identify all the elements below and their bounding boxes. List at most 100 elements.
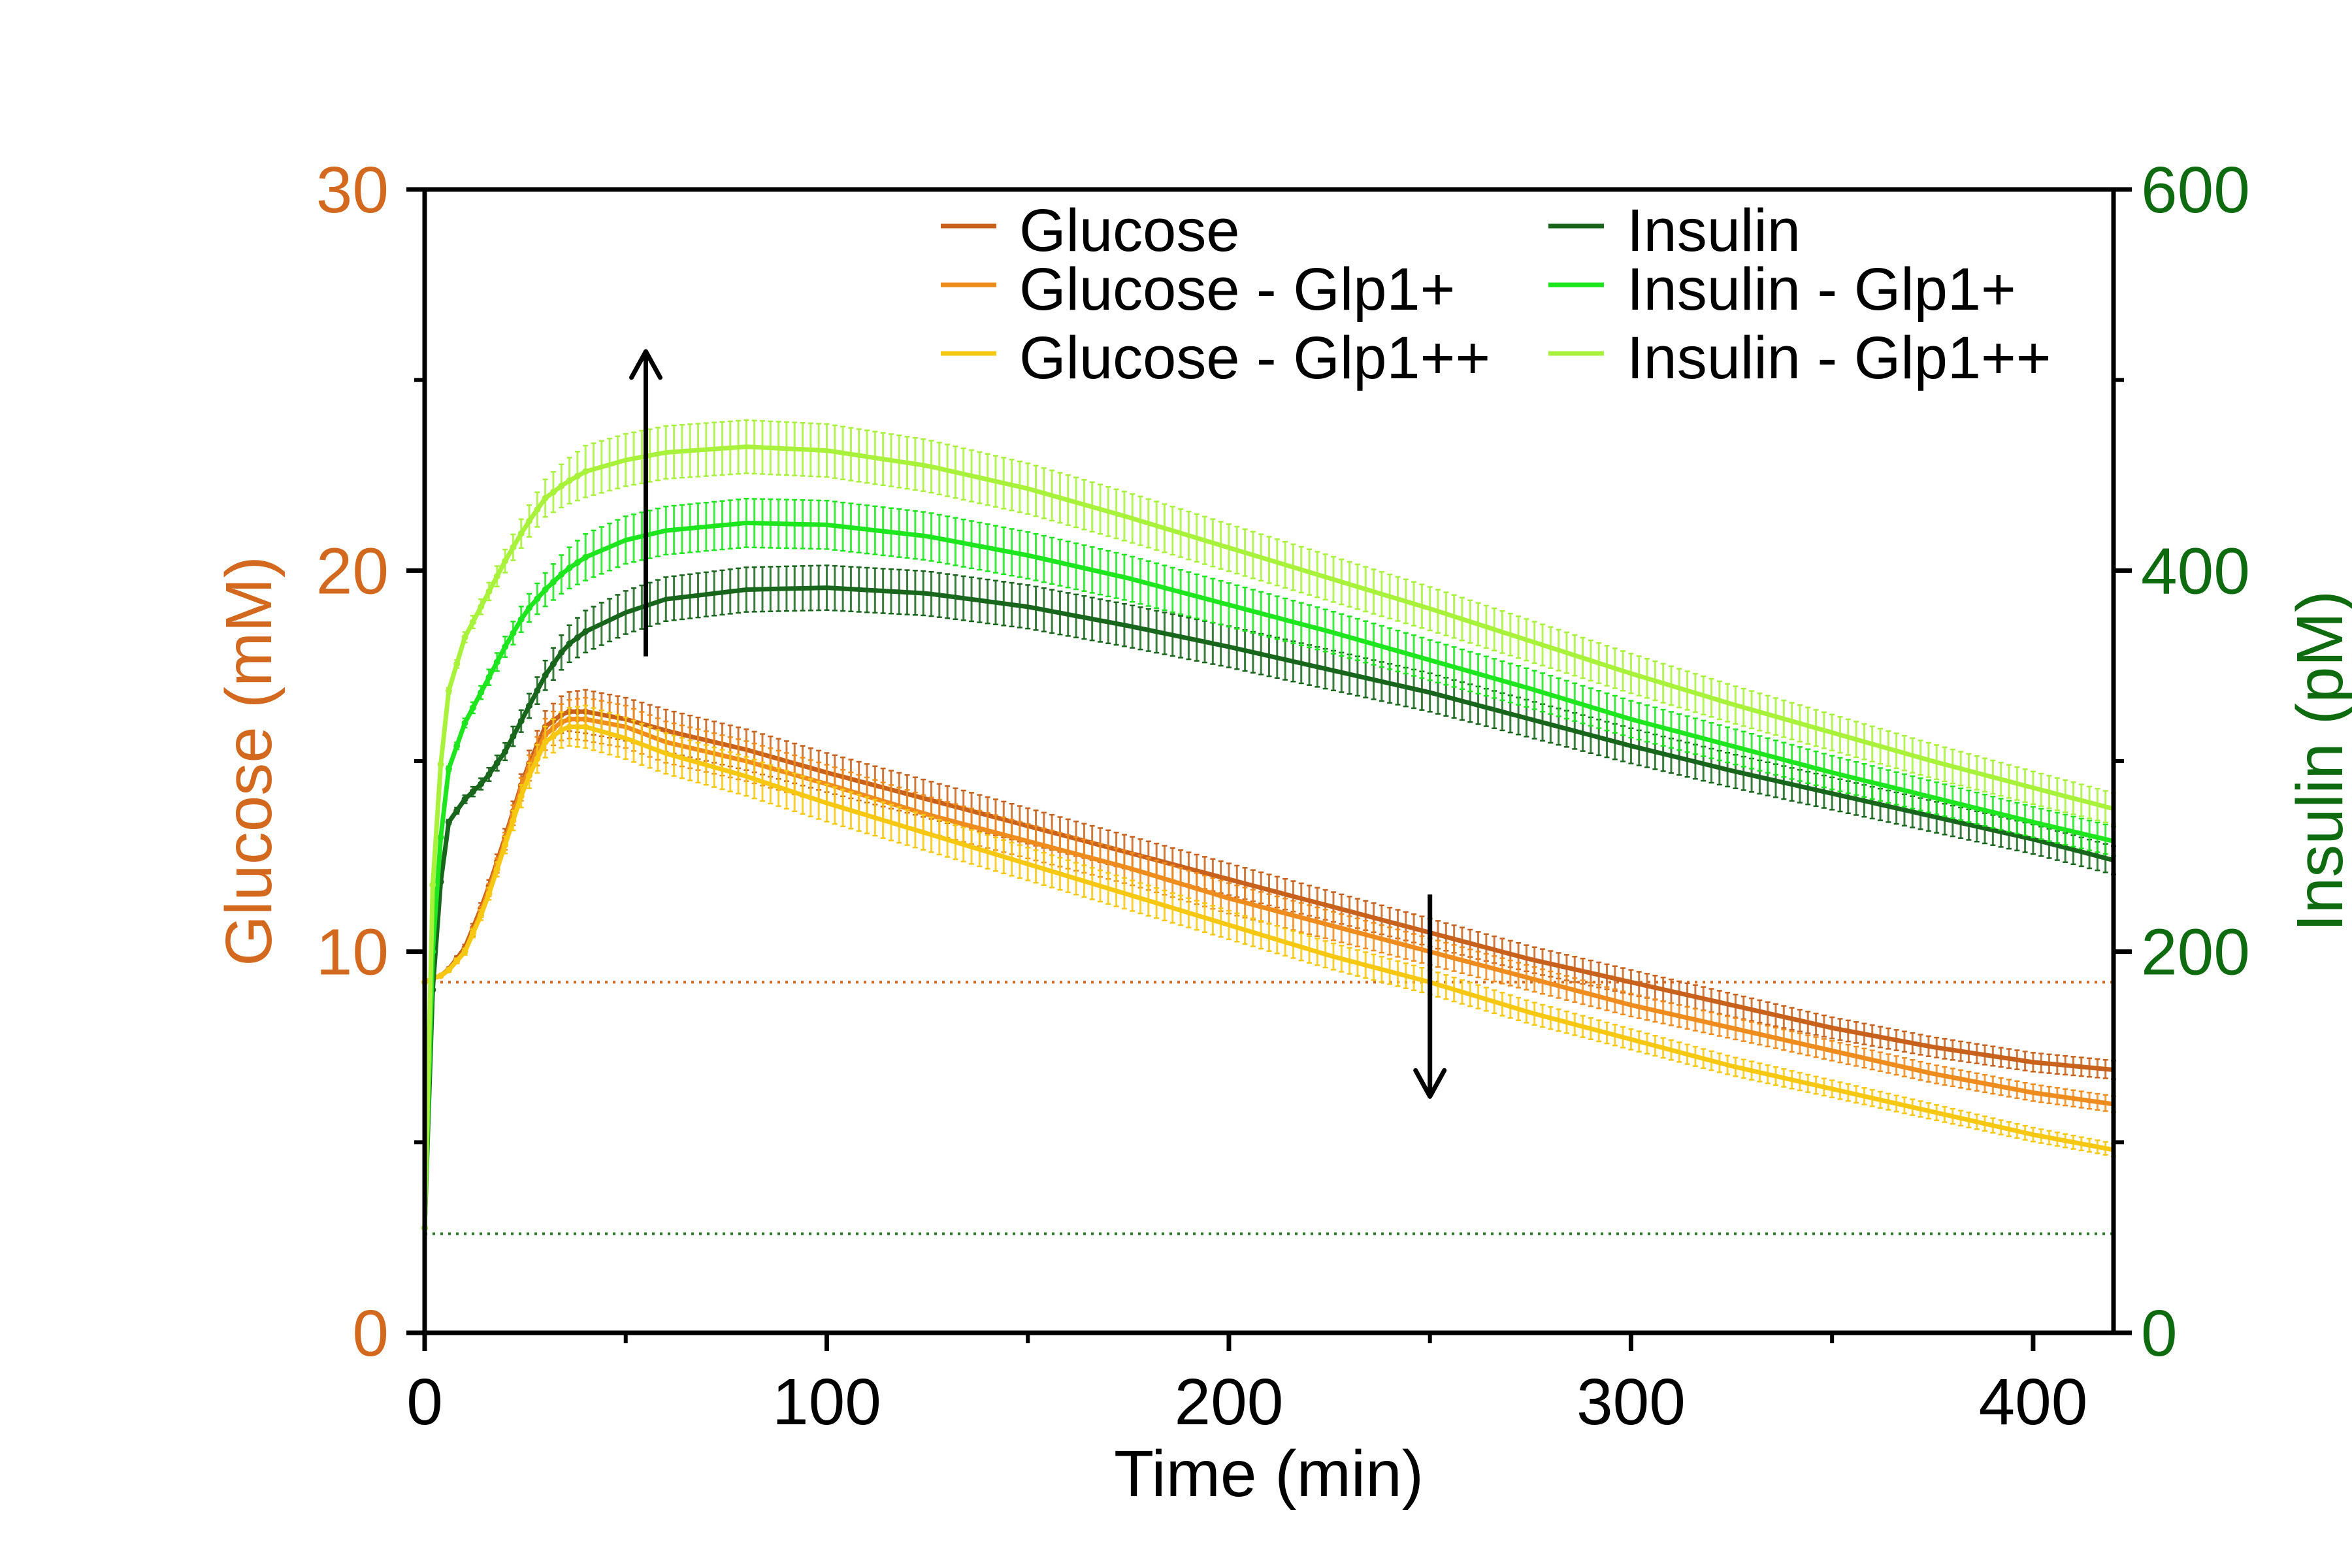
data-point (549, 732, 557, 740)
data-point (469, 619, 476, 626)
data-point (526, 702, 533, 710)
data-point (566, 477, 573, 484)
arrow-down (1413, 894, 1447, 1099)
data-point (574, 472, 581, 480)
legend-label: Glucose - Glp1++ (1019, 325, 1490, 391)
arrow-head (1413, 1068, 1447, 1099)
data-point (542, 672, 549, 679)
data-point (549, 661, 557, 668)
left-tick-label: 0 (352, 1297, 389, 1370)
data-point (517, 616, 525, 623)
series-insulin-glp1 (421, 497, 2116, 1232)
legend-item: Glucose - Glp1+ (941, 256, 1455, 323)
data-point (582, 628, 589, 635)
data-point (517, 717, 525, 725)
data-point (566, 723, 573, 730)
series-line (422, 444, 2114, 1228)
data-point (461, 634, 468, 641)
right-tick-label: 600 (2141, 154, 2250, 227)
data-point (526, 604, 533, 612)
data-point (478, 603, 485, 610)
data-point (445, 687, 452, 694)
plot-series (421, 419, 2116, 1232)
data-point (453, 957, 461, 964)
data-point (469, 788, 476, 795)
data-point (453, 742, 461, 749)
data-point (558, 482, 565, 489)
legend-item: Glucose (941, 197, 1240, 264)
data-point (478, 689, 485, 696)
series-line (422, 585, 2114, 1228)
left-tick-label: 30 (316, 154, 389, 227)
right-tick-label: 200 (2141, 916, 2250, 989)
legend-item: Insulin - Glp1++ (1548, 325, 2051, 391)
data-point (558, 649, 565, 656)
data-point (502, 644, 509, 650)
data-point (542, 738, 549, 745)
data-point (558, 571, 565, 578)
data-point (534, 755, 541, 762)
data-point (445, 966, 452, 973)
data-point (502, 841, 509, 849)
left-tick-label: 20 (316, 534, 389, 608)
data-point (566, 564, 573, 572)
right-axis-ticks: 0 200 400 600 (2114, 154, 2250, 1370)
right-axis-label: Insulin (pM) (2283, 591, 2352, 932)
data-point (566, 640, 573, 647)
x-axis-ticks: 0 100 200 300 400 (406, 1333, 2087, 1439)
left-axis-ticks: 0 10 20 30 (316, 154, 425, 1370)
data-point (517, 792, 525, 800)
legend-item: Insulin (1548, 197, 1801, 264)
data-point (574, 723, 581, 730)
data-point (445, 765, 452, 772)
x-tick-label: 200 (1175, 1365, 1284, 1439)
x-axis-label: Time (min) (1114, 1437, 1424, 1511)
data-point (493, 866, 500, 873)
data-point (493, 659, 500, 666)
data-point (485, 771, 493, 778)
legend-item: Glucose - Glp1++ (941, 325, 1490, 391)
data-point (453, 807, 461, 814)
data-point (582, 553, 589, 561)
legend-label: Glucose - Glp1+ (1019, 256, 1455, 323)
data-point (582, 468, 589, 475)
arrow-up (629, 349, 663, 657)
series-glucose-glp1 (421, 704, 2116, 1158)
right-tick-label: 400 (2141, 534, 2250, 608)
data-point (549, 578, 557, 585)
legend-label: Insulin - Glp1+ (1627, 256, 2016, 323)
data-point (526, 772, 533, 779)
data-point (534, 687, 541, 694)
data-point (445, 819, 452, 826)
legend-label: Glucose (1019, 197, 1240, 264)
data-point (534, 506, 541, 513)
data-point (461, 948, 468, 955)
data-point (502, 748, 509, 755)
left-tick-label: 10 (316, 916, 389, 989)
data-point (510, 544, 517, 551)
right-tick-label: 0 (2141, 1297, 2178, 1370)
data-point (485, 890, 493, 897)
data-point (437, 972, 444, 979)
data-point (574, 559, 581, 566)
data-point (429, 881, 436, 889)
data-point (437, 834, 444, 841)
x-tick-label: 0 (406, 1365, 443, 1439)
x-tick-label: 300 (1576, 1365, 1686, 1439)
data-point (453, 661, 461, 668)
series-line (423, 725, 2114, 1152)
data-point (478, 781, 485, 787)
series-line (422, 520, 2114, 1228)
legend-label: Insulin (1627, 197, 1801, 264)
data-point (534, 595, 541, 602)
data-point (437, 760, 444, 768)
data-point (510, 733, 517, 740)
arrow-head (629, 349, 663, 380)
data-point (478, 911, 485, 919)
data-point (542, 495, 549, 502)
data-point (469, 704, 476, 711)
data-point (526, 517, 533, 525)
data-point (542, 586, 549, 593)
